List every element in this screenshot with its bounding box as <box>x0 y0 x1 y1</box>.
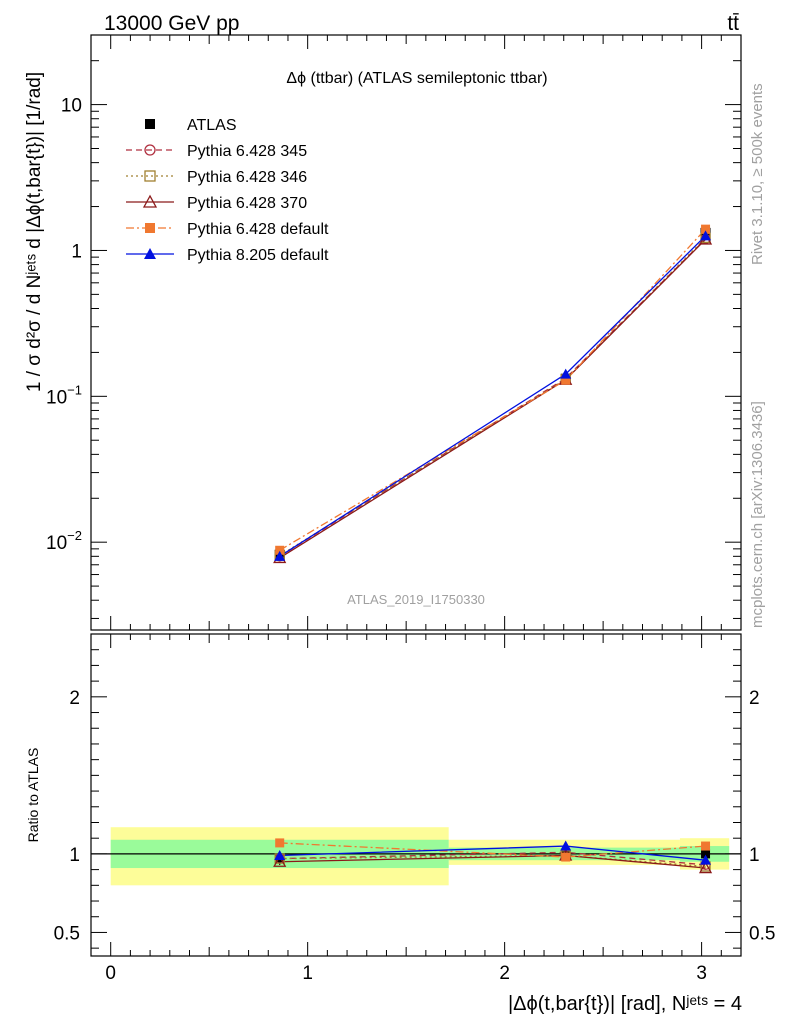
point-pythia-6-428-default <box>561 375 571 385</box>
ratio-plot-panel: 0 1 2 3 0.5 0.5 1 1 2 2 Ratio to ATLAS |Δϕ(t,bar{… <box>25 633 775 1015</box>
main-y-axis-label: 1 / σ d²σ / d Nʲᵉᵗˢ d |Δϕ(t,bar{t})| [1/… <box>24 72 45 392</box>
x-tick-label: 1 <box>302 963 313 984</box>
series-line-pythia-6-428-346 <box>279 237 707 557</box>
legend-marker <box>142 194 158 208</box>
main-plot-frame <box>90 34 742 631</box>
ratio-point-pythia-6-428-default <box>275 838 285 848</box>
legend-label: Pythia 6.428 345 <box>187 143 307 160</box>
ratio-line-pythia-6-428-345 <box>279 851 706 866</box>
rivet-version-label: Rivet 3.1.10, ≥ 500k events <box>749 83 766 265</box>
ratio-point-pythia-8-205-default <box>560 840 572 851</box>
process-label: tt̄ <box>727 12 739 35</box>
ratio-point-pythia-6-428-370 <box>698 861 713 874</box>
ratio-plot-frame <box>90 633 742 957</box>
series-line-pythia-6-428-default <box>279 228 707 551</box>
ratio-y-tick-label-left: 2 <box>69 688 80 709</box>
legend-marker <box>144 170 156 182</box>
legend-marker <box>145 223 155 233</box>
main-y-tick-label: 10 <box>61 96 82 117</box>
ratio-y-axis-label: Ratio to ATLAS <box>25 748 41 843</box>
legend-item-pythia-6-428-370: Pythia 6.428 370 <box>126 194 307 212</box>
ratio-point-pythia-8-205-default <box>274 849 286 860</box>
main-y-tick-label: 10−2 <box>46 528 82 554</box>
legend-marker <box>145 119 155 129</box>
legend-label: Pythia 6.428 370 <box>187 195 307 212</box>
legend-item-pythia-8-205-default: Pythia 8.205 default <box>126 247 329 264</box>
energy-label: 13000 GeV pp <box>104 12 239 35</box>
legend-item-pythia-6-428-default: Pythia 6.428 default <box>126 221 329 238</box>
x-tick-label: 3 <box>696 963 707 984</box>
legend-label: ATLAS <box>187 117 237 134</box>
series-line-pythia-6-428-345 <box>279 238 707 557</box>
legend-label: Pythia 8.205 default <box>187 247 329 264</box>
legend-item-pythia-6-428-346: Pythia 6.428 346 <box>126 169 307 186</box>
x-tick-label: 0 <box>105 963 116 984</box>
ratio-point-atlas <box>701 849 711 859</box>
legend-label: Pythia 6.428 346 <box>187 169 307 186</box>
point-pythia-8-205-default <box>560 368 572 379</box>
x-axis-label: |Δϕ(t,bar{t})| [rad], Nʲᵉᵗˢ = 4 <box>508 993 742 1015</box>
legend-item-atlas: ATLAS <box>145 117 237 134</box>
analysis-label: ATLAS_2019_I1750330 <box>347 592 485 607</box>
ratio-point-pythia-6-428-default <box>561 852 571 862</box>
ratio-y-tick-label-right: 0.5 <box>749 923 775 944</box>
legend-item-pythia-6-428-345: Pythia 6.428 345 <box>126 143 307 160</box>
series-line-pythia-6-428-370 <box>279 238 707 559</box>
ratio-point-pythia-6-428-default <box>701 841 711 851</box>
ratio-y-tick-label-right: 2 <box>749 688 760 709</box>
legend: ATLAS Pythia 6.428 345 Pythia 6.428 346 Pyt… <box>126 117 329 264</box>
ratio-y-tick-label-left: 1 <box>69 845 80 866</box>
point-pythia-6-428-default <box>701 224 711 234</box>
series-line-pythia-8-205-default <box>279 235 707 557</box>
ratio-line-pythia-6-428-default <box>279 842 706 858</box>
ratio-y-tick-label-right: 1 <box>749 845 760 866</box>
ratio-point-pythia-8-205-default <box>700 854 712 865</box>
main-plot-panel: 10−2 10−1 1 10 Δϕ (ttbar) (ATLAS semilepton… <box>24 34 742 631</box>
main-y-tick-label: 10−1 <box>46 382 82 408</box>
ratio-y-tick-label-left: 0.5 <box>54 923 80 944</box>
x-tick-label: 2 <box>499 963 510 984</box>
main-plot-title: Δϕ (ttbar) (ATLAS semileptonic ttbar) <box>286 70 547 87</box>
mcplots-label: mcplots.cern.ch [arXiv:1306.3436] <box>749 401 766 628</box>
point-pythia-6-428-default <box>275 545 285 555</box>
legend-marker <box>144 248 156 259</box>
point-pythia-8-205-default <box>700 230 712 241</box>
point-pythia-8-205-default <box>274 550 286 561</box>
ratio-point-pythia-6-428-370 <box>273 854 287 867</box>
legend-marker <box>144 144 156 156</box>
main-y-tick-label: 1 <box>71 241 82 262</box>
legend-label: Pythia 6.428 default <box>187 221 329 238</box>
